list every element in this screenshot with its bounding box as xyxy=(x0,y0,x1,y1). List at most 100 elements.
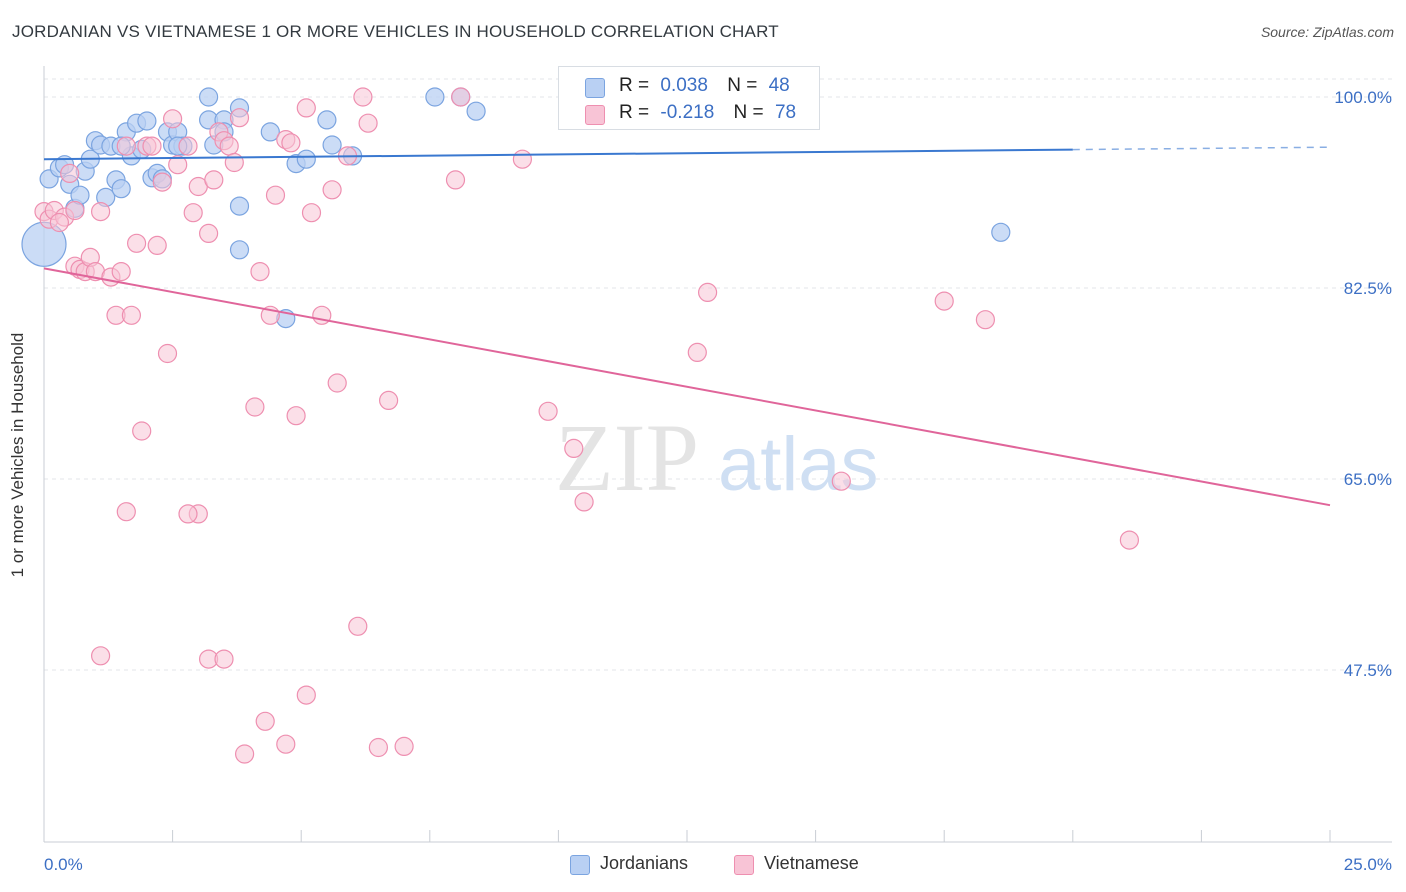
y-tick-label: 47.5% xyxy=(1344,661,1392,680)
vietnamese-point xyxy=(224,152,244,173)
y-tick-labels: 47.5% 65.0% 82.5% 100.0% xyxy=(1334,88,1392,680)
vietnamese-point xyxy=(178,136,198,156)
vietnamese-point xyxy=(538,401,558,421)
x-tick-labels: 0.0% 25.0% xyxy=(44,855,1392,874)
vietnamese-point xyxy=(90,646,111,666)
watermark: ZIP atlas xyxy=(555,404,879,511)
jordanian-point xyxy=(296,149,316,169)
vietnamese-point xyxy=(445,170,466,190)
vietnamese-point xyxy=(219,136,239,156)
legend-n-label: N = xyxy=(727,75,758,96)
legend-swatch-vietnamese xyxy=(734,855,754,875)
jordanian-trend-line xyxy=(43,148,1073,161)
vietnamese-point xyxy=(116,502,136,522)
chart-title: JORDANIAN VS VIETNAMESE 1 OR MORE VEHICL… xyxy=(12,22,779,41)
legend-r-label: R = xyxy=(619,75,650,96)
vietnamese-point xyxy=(116,136,136,156)
x-tick-label-max: 25.0% xyxy=(1344,855,1392,874)
vietnamese-point xyxy=(296,98,316,118)
vietnamese-point xyxy=(379,390,399,410)
vietnamese-point xyxy=(111,262,131,282)
vietnamese-point xyxy=(127,233,147,253)
vietnamese-point xyxy=(245,397,265,417)
jordanian-point xyxy=(199,87,219,107)
vietnamese-point xyxy=(327,373,347,393)
vietnamese-point xyxy=(204,170,224,190)
vietnamese-point xyxy=(687,342,707,362)
vietnamese-point xyxy=(250,262,270,282)
vietnamese-point xyxy=(281,133,301,153)
legend-swatch-jordanians xyxy=(585,78,605,98)
vietnamese-point xyxy=(296,685,316,705)
jordanian-point xyxy=(425,87,445,107)
jordanian-point xyxy=(111,179,131,199)
jordanian-point xyxy=(466,101,486,121)
vietnamese-point xyxy=(451,87,471,107)
jordanian-point xyxy=(229,240,250,260)
legend-label-jordanians: Jordanians xyxy=(600,853,689,873)
vietnamese-point xyxy=(975,310,996,330)
vietnamese-trend-line xyxy=(43,267,1331,507)
vietnamese-point xyxy=(121,305,141,325)
vietnamese-point xyxy=(934,291,954,311)
source-label: Source: ZipAtlas.com xyxy=(1260,24,1394,40)
legend-n-value: 78 xyxy=(774,102,797,123)
vietnamese-point xyxy=(90,202,111,222)
vietnamese-point xyxy=(65,200,85,221)
jordanian-point xyxy=(260,122,280,142)
legend-label-vietnamese: Vietnamese xyxy=(764,853,859,873)
watermark-atlas: atlas xyxy=(718,422,879,507)
vietnamese-point xyxy=(142,136,162,156)
vietnamese-point xyxy=(1119,530,1140,550)
jordanian-point xyxy=(991,222,1011,242)
vietnamese-point xyxy=(235,744,255,764)
vietnamese-point xyxy=(163,109,183,129)
vietnamese-point xyxy=(147,235,167,255)
vietnamese-point xyxy=(368,737,388,758)
vietnamese-point xyxy=(348,616,368,636)
data-points xyxy=(21,87,1140,764)
axes xyxy=(43,66,1392,843)
jordanian-point xyxy=(317,110,337,130)
vietnamese-point xyxy=(574,492,594,512)
vietnamese-point xyxy=(358,113,378,133)
vietnamese-point xyxy=(697,282,718,302)
vietnamese-point xyxy=(178,504,198,524)
gridlines xyxy=(44,78,1392,671)
legend-r-value: 0.038 xyxy=(660,75,708,96)
vietnamese-point xyxy=(564,438,584,458)
series-legend: Jordanians Vietnamese xyxy=(0,852,1406,878)
vietnamese-point xyxy=(214,649,234,669)
legend-swatch-jordanians xyxy=(570,855,590,875)
legend-r-label: R = xyxy=(619,102,650,123)
vietnamese-point xyxy=(60,163,80,183)
vietnamese-point xyxy=(132,421,152,441)
vietnamese-point xyxy=(301,203,322,223)
correlation-legend: R = 0.038 N = 48 R = -0.218 N = 78 xyxy=(558,66,820,130)
vietnamese-point xyxy=(49,212,70,233)
legend-r-value: -0.218 xyxy=(660,102,715,123)
legend-n-value: 48 xyxy=(768,75,790,96)
legend-swatch-vietnamese xyxy=(585,105,605,125)
jordanian-trend-extrapolation xyxy=(1072,146,1331,151)
vietnamese-point xyxy=(199,223,219,243)
watermark-zip: ZIP xyxy=(555,404,699,511)
y-tick-label: 82.5% xyxy=(1344,279,1392,298)
y-tick-label: 100.0% xyxy=(1334,88,1392,107)
trend-lines xyxy=(43,146,1331,507)
vietnamese-point xyxy=(831,471,851,491)
vietnamese-point xyxy=(276,734,296,754)
y-tick-label: 65.0% xyxy=(1344,470,1392,489)
vietnamese-point xyxy=(353,87,373,107)
vietnamese-point xyxy=(157,343,178,364)
vietnamese-point xyxy=(229,108,250,128)
vietnamese-point xyxy=(394,736,414,757)
vietnamese-point xyxy=(286,406,306,426)
vietnamese-point xyxy=(255,711,275,731)
vietnamese-point xyxy=(168,155,188,175)
x-tick-label-min: 0.0% xyxy=(44,855,83,874)
legend-n-label: N = xyxy=(733,102,764,123)
vietnamese-point xyxy=(322,180,342,200)
jordanian-point xyxy=(137,111,157,131)
jordanian-point xyxy=(229,196,250,216)
